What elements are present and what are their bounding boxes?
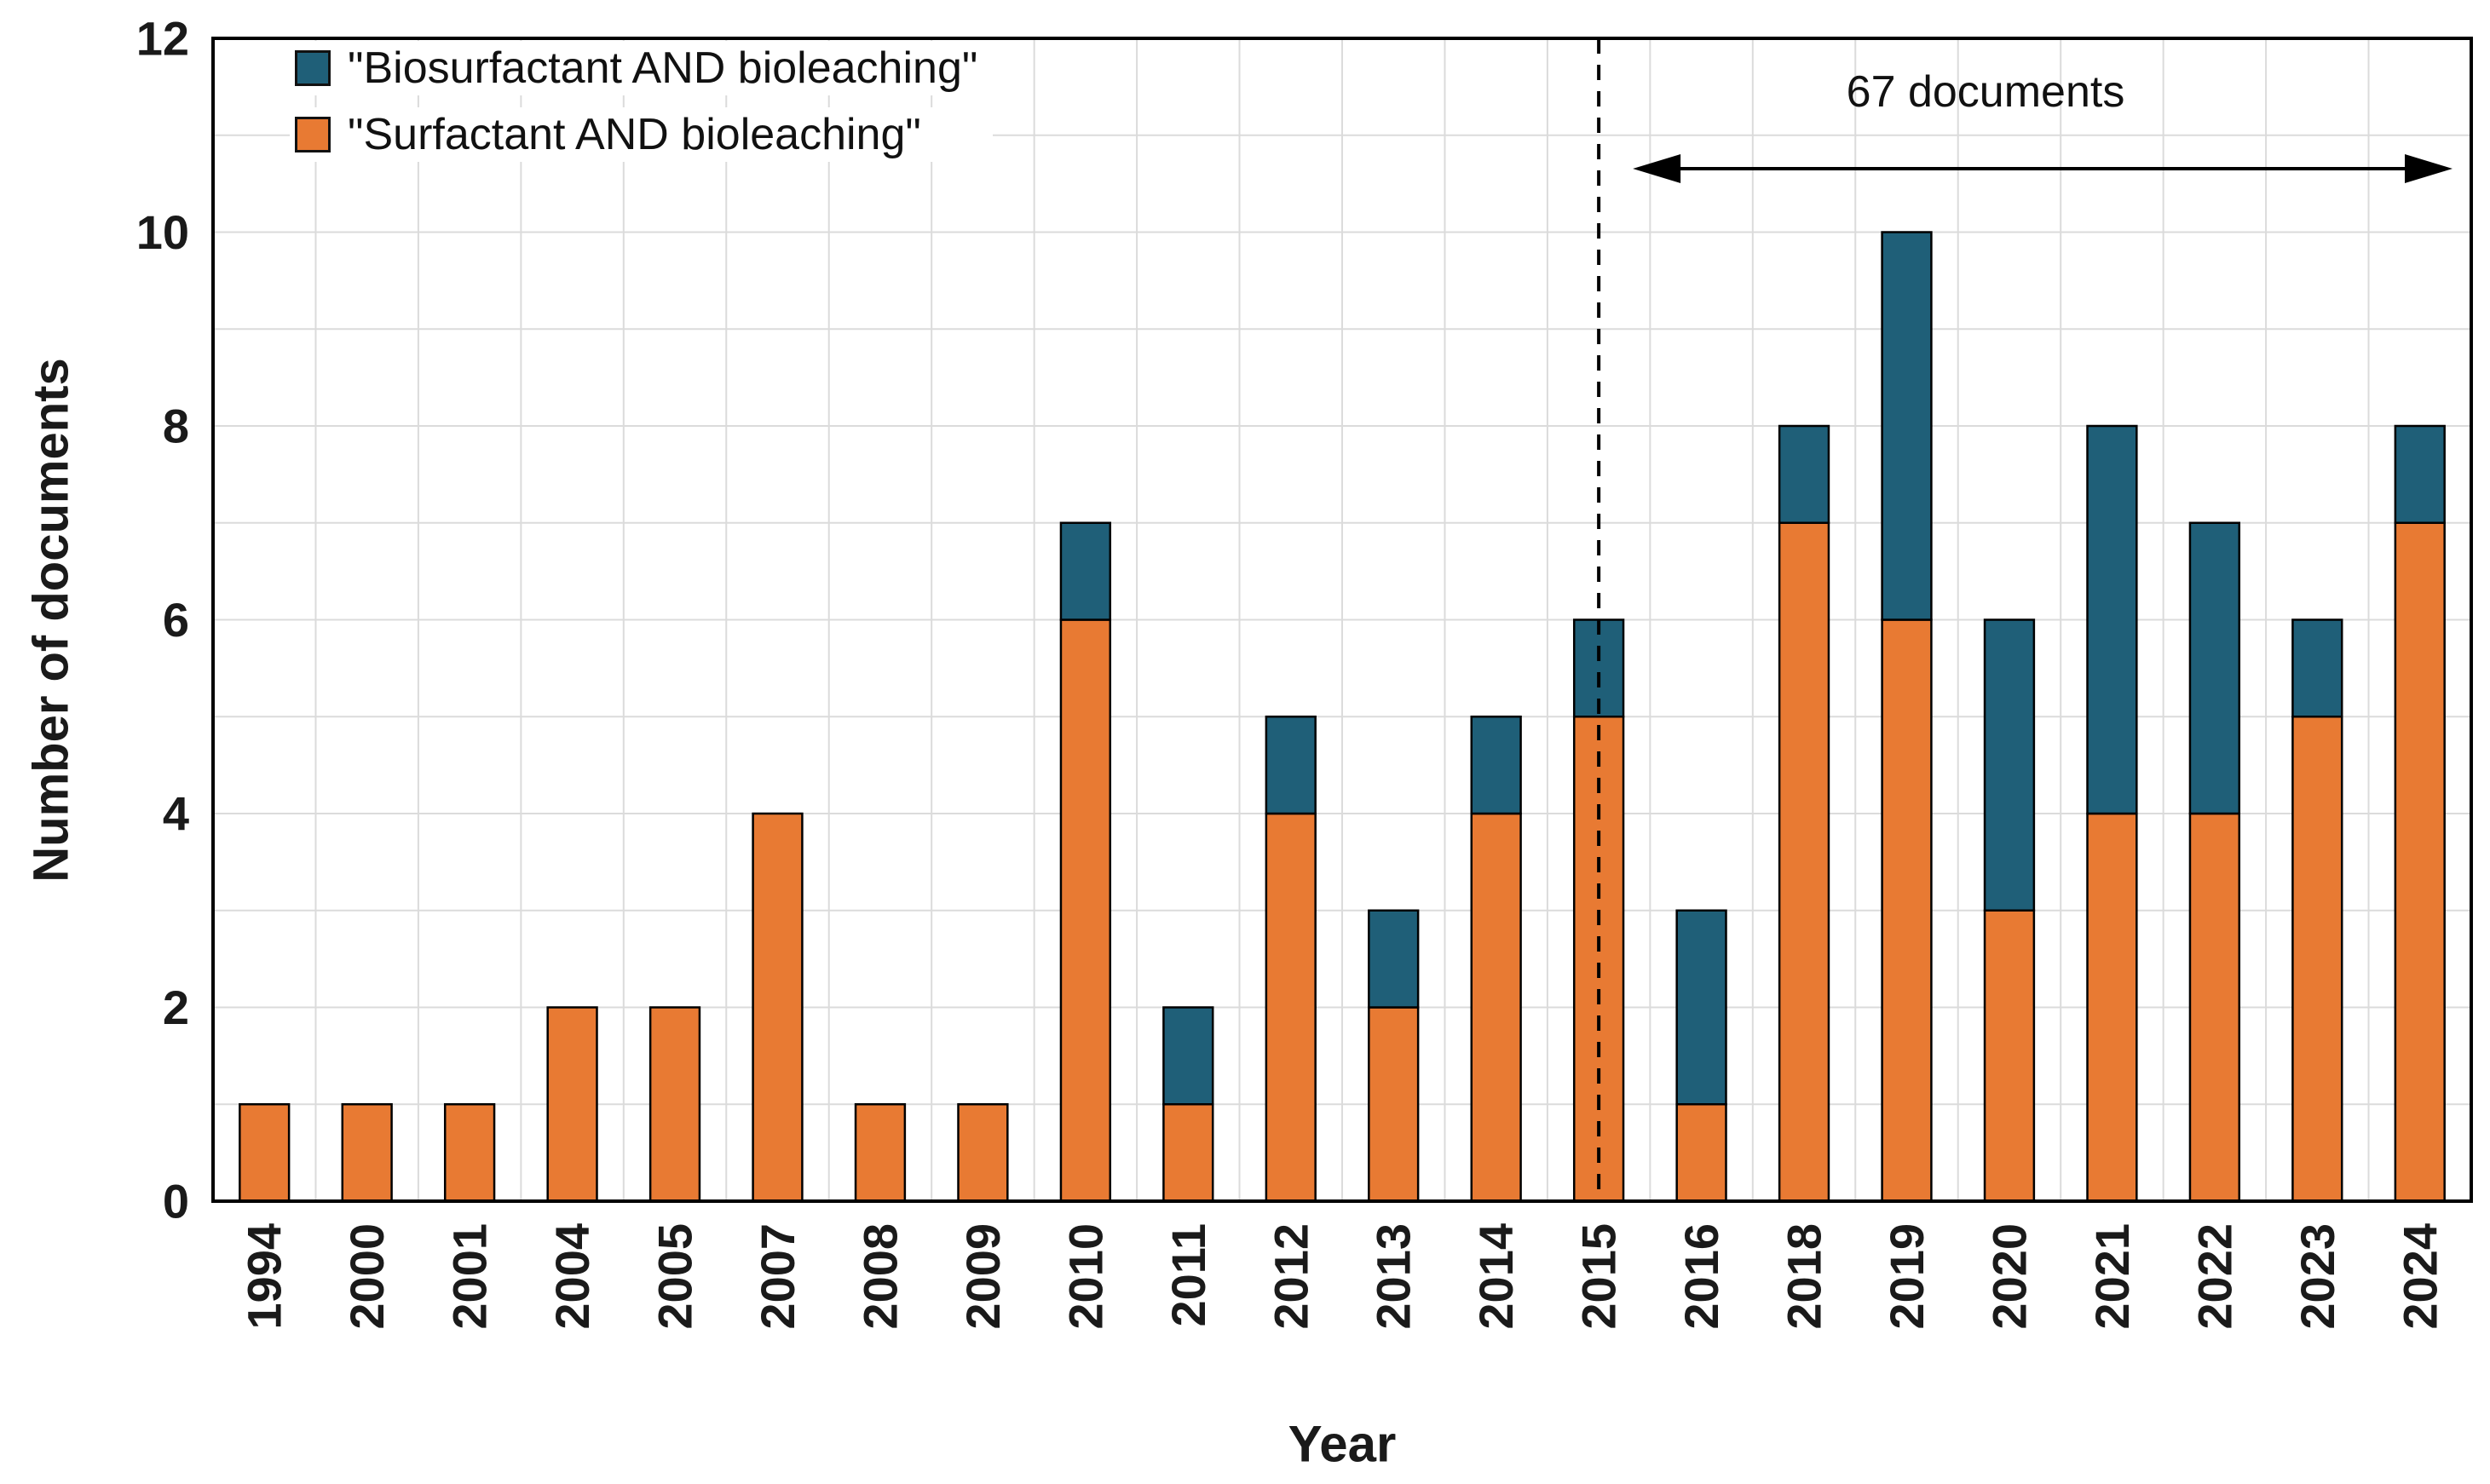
- x-tick-label-2024: 2024: [2393, 1223, 2447, 1330]
- bar-segment-biosurfactant-2022: [2188, 521, 2241, 815]
- x-tick-label-2000: 2000: [340, 1223, 394, 1330]
- bar-segment-biosurfactant-2011: [1162, 1006, 1214, 1106]
- y-tick-label: 10: [136, 205, 189, 259]
- bar-segment-biosurfactant-2013: [1368, 909, 1420, 1009]
- bar-segment-biosurfactant-2014: [1470, 716, 1522, 815]
- x-tick-label-2005: 2005: [648, 1223, 702, 1330]
- bar-segment-surfactant-2023: [2291, 716, 2343, 1203]
- bar-segment-biosurfactant-2023: [2291, 618, 2343, 718]
- x-tick-label-2009: 2009: [956, 1223, 1010, 1330]
- x-tick-label-2010: 2010: [1058, 1223, 1112, 1330]
- bar-segment-surfactant-2004: [546, 1006, 598, 1203]
- x-tick-label-2007: 2007: [751, 1223, 804, 1330]
- bar-segment-surfactant-2018: [1778, 521, 1830, 1203]
- bar-segment-biosurfactant-2020: [1983, 618, 2036, 912]
- x-tick-label-2012: 2012: [1264, 1223, 1317, 1330]
- annotation-document-count: 67 documents: [1846, 67, 2125, 117]
- y-tick-label: 4: [163, 787, 189, 841]
- bar-segment-surfactant-2007: [752, 812, 804, 1203]
- bar-segment-biosurfactant-2010: [1059, 521, 1112, 621]
- bar-segment-surfactant-2005: [648, 1006, 701, 1203]
- bar-segment-surfactant-2013: [1368, 1006, 1420, 1203]
- x-tick-label-2008: 2008: [853, 1223, 907, 1330]
- legend: "Biosurfactant AND bioleaching" "Surfact…: [290, 41, 994, 162]
- arrowhead-left-icon: [1633, 154, 1681, 183]
- bar-segment-surfactant-2009: [957, 1103, 1009, 1203]
- bar-segment-biosurfactant-2012: [1265, 716, 1317, 815]
- y-tick-label: 12: [136, 12, 189, 66]
- bar-segment-surfactant-2012: [1265, 812, 1317, 1203]
- bar-segment-surfactant-2024: [2394, 521, 2446, 1203]
- y-tick-label: 0: [163, 1175, 189, 1228]
- legend-item-biosurfactant: "Biosurfactant AND bioleaching": [290, 41, 994, 95]
- x-tick-label-2004: 2004: [545, 1223, 599, 1330]
- plot-frame: [211, 37, 2473, 1203]
- x-tick-label-2001: 2001: [443, 1223, 497, 1330]
- y-axis-title: Number of documents: [23, 358, 79, 883]
- legend-swatch-surfactant-icon: [295, 117, 331, 152]
- legend-label-surfactant: "Surfactant AND bioleaching": [348, 110, 921, 159]
- x-tick-label-2011: 2011: [1161, 1223, 1215, 1327]
- bar-segment-surfactant-2008: [854, 1103, 907, 1203]
- x-tick-label-2019: 2019: [1880, 1223, 1934, 1330]
- bar-segment-surfactant-2021: [2086, 812, 2138, 1203]
- x-tick-label-1994: 1994: [238, 1223, 291, 1330]
- bar-segment-surfactant-2010: [1059, 618, 1112, 1203]
- bar-segment-surfactant-1994: [239, 1103, 291, 1203]
- bar-segment-surfactant-2022: [2188, 812, 2241, 1203]
- legend-label-biosurfactant: "Biosurfactant AND bioleaching": [348, 43, 978, 93]
- y-tick-label: 8: [163, 400, 189, 453]
- bar-segment-biosurfactant-2024: [2394, 424, 2446, 524]
- bar-segment-surfactant-2016: [1675, 1103, 1727, 1203]
- bar-segment-surfactant-2011: [1162, 1103, 1214, 1203]
- bar-segment-biosurfactant-2018: [1778, 424, 1830, 524]
- bar-segment-surfactant-2000: [341, 1103, 393, 1203]
- bar-segment-biosurfactant-2016: [1675, 909, 1727, 1106]
- x-tick-label-2015: 2015: [1572, 1223, 1626, 1330]
- y-tick-label: 6: [163, 593, 189, 647]
- y-tick-label: 2: [163, 981, 189, 1034]
- x-tick-label-2016: 2016: [1674, 1223, 1728, 1330]
- bar-segment-surfactant-2001: [443, 1103, 496, 1203]
- x-tick-label-2021: 2021: [2085, 1223, 2139, 1330]
- legend-item-surfactant: "Surfactant AND bioleaching": [290, 107, 994, 162]
- bar-segment-surfactant-2019: [1881, 618, 1933, 1203]
- bar-segment-surfactant-2014: [1470, 812, 1522, 1203]
- x-tick-label-2022: 2022: [2187, 1223, 2241, 1330]
- bar-segment-surfactant-2020: [1983, 909, 2036, 1203]
- x-tick-label-2020: 2020: [1982, 1223, 2036, 1330]
- bar-segment-biosurfactant-2019: [1881, 231, 1933, 621]
- bar-segment-biosurfactant-2021: [2086, 424, 2138, 815]
- bar-segment-surfactant-2015: [1572, 716, 1625, 1203]
- arrowhead-right-icon: [2405, 154, 2453, 183]
- x-tick-label-2014: 2014: [1469, 1223, 1523, 1330]
- x-tick-label-2013: 2013: [1367, 1223, 1421, 1330]
- x-tick-label-2023: 2023: [2291, 1223, 2344, 1330]
- legend-swatch-biosurfactant-icon: [295, 50, 331, 86]
- x-axis-title: Year: [1288, 1415, 1397, 1473]
- x-tick-label-2018: 2018: [1778, 1223, 1831, 1330]
